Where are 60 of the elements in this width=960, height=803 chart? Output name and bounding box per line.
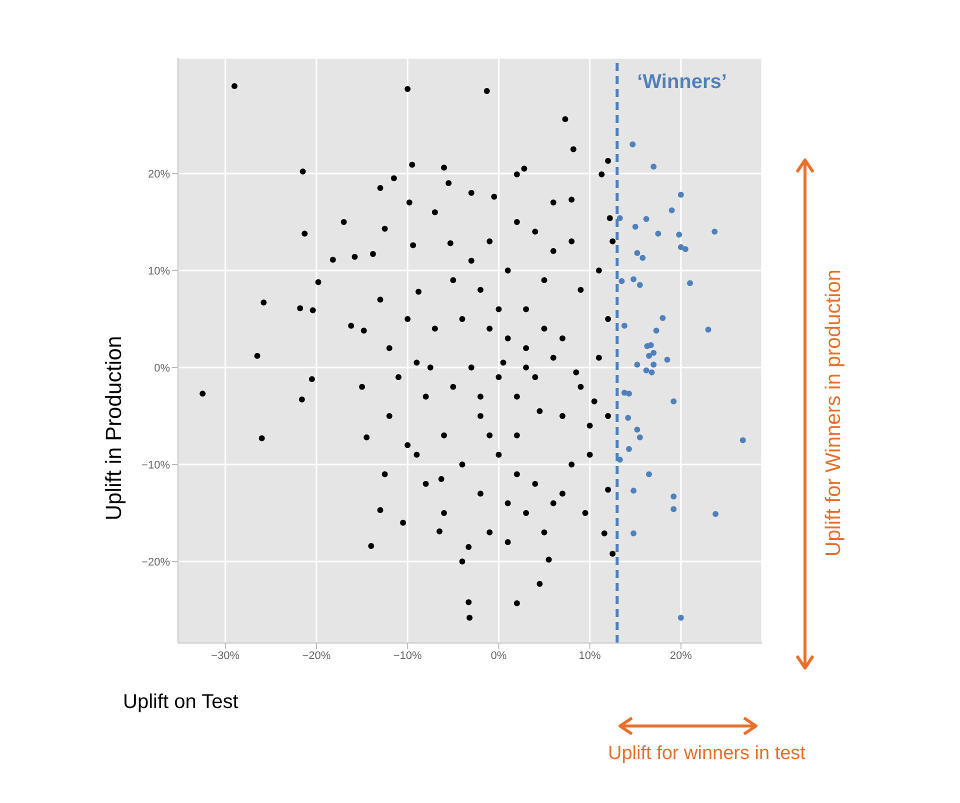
point	[712, 510, 719, 517]
y-tick-label: −20%	[142, 556, 170, 568]
ref-line-label: ‘Winners’	[637, 71, 727, 93]
point	[687, 280, 694, 286]
point	[646, 471, 652, 478]
point	[616, 215, 623, 222]
point	[636, 434, 643, 440]
point	[668, 207, 675, 214]
x-tick-label: −30%	[211, 650, 240, 662]
point	[676, 232, 682, 238]
point	[670, 398, 677, 404]
point	[646, 352, 652, 359]
x-tick-label: 0%	[490, 650, 507, 662]
point	[650, 350, 657, 356]
point	[634, 362, 640, 368]
point	[634, 250, 640, 256]
point	[655, 230, 662, 237]
y-axis-title: Uplift in Production	[100, 336, 126, 520]
point	[634, 426, 640, 433]
point	[678, 192, 684, 198]
point	[678, 614, 684, 621]
point	[670, 506, 677, 512]
point	[618, 278, 625, 284]
point	[630, 488, 637, 494]
point	[630, 141, 636, 148]
point	[670, 494, 677, 500]
x-tick-label: −10%	[393, 650, 422, 662]
point	[643, 367, 650, 374]
y-tick-label: −10%	[142, 459, 170, 472]
point	[621, 322, 628, 329]
point	[616, 456, 623, 463]
point	[653, 328, 660, 334]
text: Uplift for winners in test	[608, 743, 806, 765]
point	[643, 216, 650, 222]
point	[705, 326, 712, 333]
x-axis-title: Uplift on Test	[123, 691, 239, 713]
point	[648, 369, 655, 376]
point	[740, 437, 746, 444]
point	[632, 224, 638, 230]
point	[630, 276, 637, 282]
point	[712, 228, 718, 235]
point	[636, 282, 643, 288]
x-tick-label: −20%	[302, 650, 331, 662]
point	[650, 362, 657, 368]
y-tick-label: 10%	[148, 265, 170, 278]
point	[625, 414, 632, 421]
y-tick-label: 20%	[148, 168, 170, 180]
point	[640, 254, 646, 261]
point	[630, 530, 637, 536]
point	[626, 446, 632, 452]
point	[644, 343, 650, 350]
x-tick-label: 10%	[578, 650, 602, 662]
text: Uplift for Winners in production	[822, 269, 846, 557]
y-tick-label: 0%	[154, 362, 170, 374]
point	[650, 164, 657, 170]
point	[660, 315, 666, 321]
point	[626, 390, 632, 397]
point	[682, 246, 688, 252]
point	[664, 356, 670, 363]
x-tick-label: 20%	[670, 650, 692, 662]
